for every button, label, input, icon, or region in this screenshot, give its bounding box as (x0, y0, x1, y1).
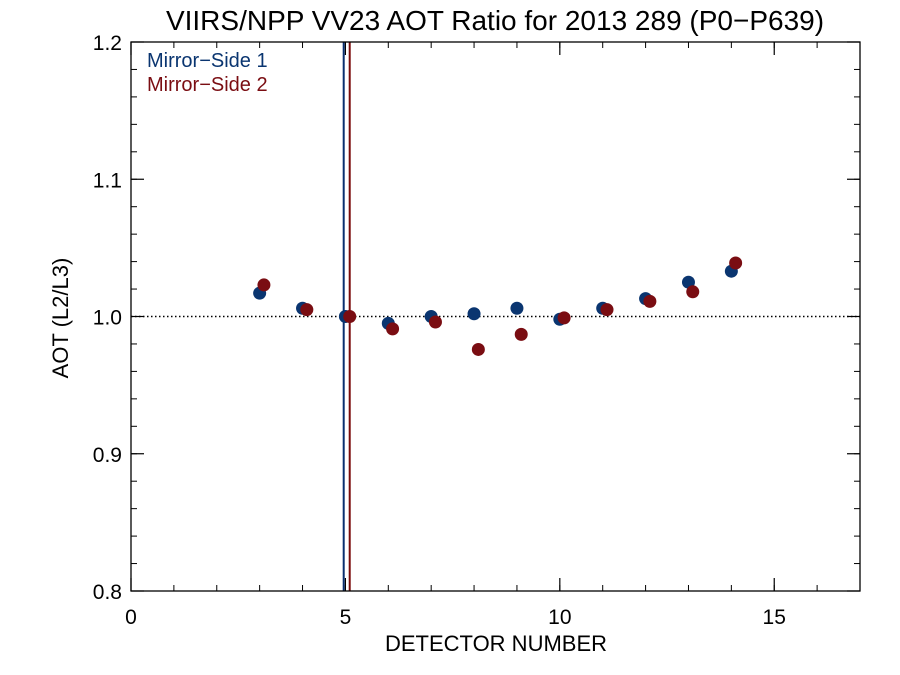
y-axis-label: AOT (L2/L3) (48, 258, 73, 379)
point-series2-12 (729, 256, 743, 270)
x-tick-label: 5 (340, 606, 352, 629)
y-tick-labels: 0.8 0.9 1.0 1.1 1.2 (93, 32, 122, 604)
point-series2-5 (428, 315, 442, 329)
reference-lines (131, 42, 860, 591)
x-tick-label: 15 (763, 606, 786, 629)
point-series2-1 (257, 278, 271, 292)
x-tick-labels: 0 5 10 15 (125, 606, 786, 629)
x-axis-label: DETECTOR NUMBER (385, 631, 607, 656)
y-tick-label: 0.8 (93, 581, 122, 604)
point-series2-3 (343, 310, 357, 323)
chart-title: VIIRS/NPP VV23 AOT Ratio for 2013 289 (P… (166, 5, 824, 36)
x-tick-label: 10 (548, 606, 571, 629)
plot-frame (130, 41, 861, 592)
point-series1-6 (467, 307, 481, 321)
point-series2-4 (386, 322, 400, 336)
point-series2-6 (471, 342, 485, 356)
point-series2-10 (643, 294, 657, 308)
point-series1-7 (510, 301, 524, 315)
x-tick-label: 0 (125, 606, 137, 629)
y-tick-label: 1.2 (93, 32, 122, 55)
legend-entry-1: Mirror−Side 1 (147, 50, 268, 72)
y-tick-label: 1.1 (93, 169, 122, 192)
legend-entry-2: Mirror−Side 2 (147, 74, 268, 96)
data-points (253, 256, 743, 356)
point-series2-7 (514, 327, 528, 341)
point-series2-8 (557, 311, 571, 325)
y-tick-label: 0.9 (93, 444, 122, 467)
point-series2-2 (300, 303, 314, 317)
y-tick-label: 1.0 (93, 307, 122, 330)
point-series2-11 (686, 285, 700, 299)
point-series2-9 (600, 303, 614, 317)
